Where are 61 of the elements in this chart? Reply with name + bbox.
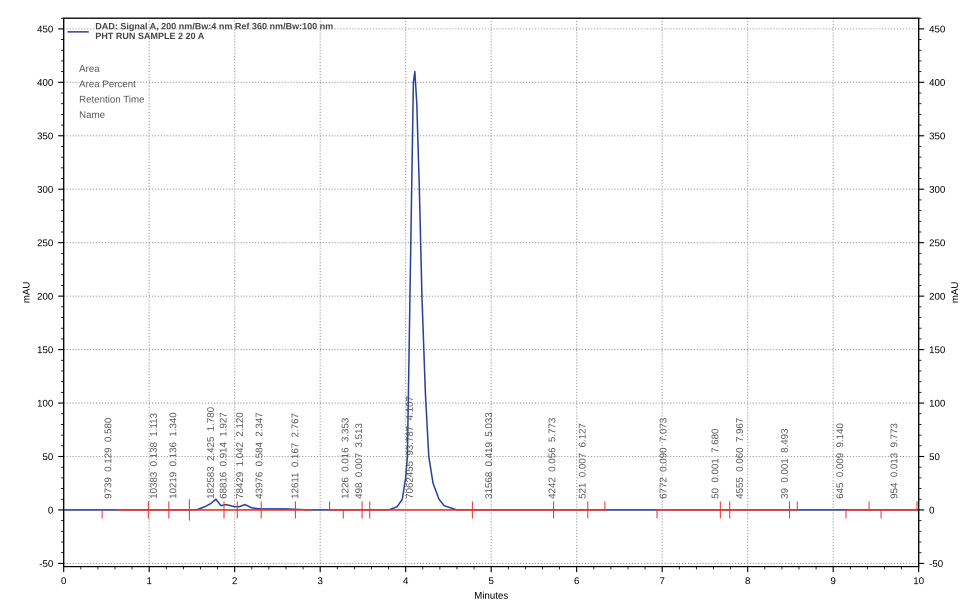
legend-label: DAD: Signal A, 200 nm/Bw:4 nm Ref 360 nm/Bw:100 nm PHT RUN SAMPLE 2 20 A xyxy=(96,22,333,40)
annotation: 10383 0.138 1.113 xyxy=(150,413,157,498)
annotation: 521 0.007 6.127 xyxy=(578,424,586,498)
y-tick-label: 300 xyxy=(37,186,53,193)
annotation: 7062455 93.787 4.107 xyxy=(406,396,413,498)
annotation: Area Percent xyxy=(79,80,136,88)
y-tick-label: 150 xyxy=(38,346,53,354)
y2-tick-label: 250 xyxy=(930,239,945,246)
y-tick-label: 250 xyxy=(38,239,53,246)
annotation: 182583 2.425 1.780 xyxy=(207,407,214,498)
y-tick-label: 350 xyxy=(37,132,53,140)
y2-tick-label: 0 xyxy=(929,506,934,514)
x-tick-label: 9 xyxy=(830,577,836,584)
annotation: 498 0.007 3.513 xyxy=(355,424,362,499)
y-tick-label: 0 xyxy=(48,506,53,514)
x-tick-label: 6 xyxy=(574,577,579,584)
annotation: 954 0.013 9.773 xyxy=(890,424,898,498)
x-tick-label: 2 xyxy=(232,577,237,584)
x-tick-label: 10 xyxy=(914,577,924,584)
y-tick-label: 200 xyxy=(38,292,53,300)
y2-tick-label: 50 xyxy=(929,453,940,460)
y-tick-label: -50 xyxy=(40,560,53,568)
annotation: 6772 0.090 7.073 xyxy=(660,418,667,498)
annotation: Retention Time xyxy=(80,96,144,103)
y-tick-label: 100 xyxy=(38,400,53,407)
annotation: 50 0.001 7.680 xyxy=(712,428,718,498)
x-tick-label: 4 xyxy=(403,577,408,584)
x-tick-label: 7 xyxy=(660,577,664,584)
y-axis-title: mAU xyxy=(22,282,30,303)
x-tick-label: 1 xyxy=(147,577,152,584)
annotation: 39 0.001 8.493 xyxy=(781,428,788,498)
y2-tick-label: -50 xyxy=(930,560,943,568)
annotation: 1226 0.016 3.353 xyxy=(342,418,348,498)
annotation: 4242 0.056 5.773 xyxy=(548,418,556,499)
annotation: Name xyxy=(80,111,105,118)
y2-tick-label: 450 xyxy=(929,26,945,32)
annotation: 78429 1.042 2.120 xyxy=(236,412,244,498)
y-tick-label: 450 xyxy=(37,26,53,32)
x-tick-label: 3 xyxy=(318,577,322,584)
annotation: 10219 0.136 1.340 xyxy=(169,412,176,498)
x-axis-title: Minutes xyxy=(474,592,508,599)
y-tick-label: 50 xyxy=(42,453,53,460)
y2-tick-label: 400 xyxy=(929,79,945,86)
annotation: 9739 0.129 0.580 xyxy=(104,418,112,498)
y2-axis-title: mAU xyxy=(951,282,958,303)
x-tick-label: 0 xyxy=(61,577,66,584)
annotation: 31568 0.419 5.033 xyxy=(485,412,492,498)
y2-tick-label: 300 xyxy=(929,186,945,193)
y2-tick-label: 350 xyxy=(929,132,945,140)
y2-tick-label: 100 xyxy=(930,400,945,407)
annotation: 4555 0.060 7.967 xyxy=(736,418,743,499)
annotation: 12611 0.167 2.767 xyxy=(291,414,298,498)
annotation: 43976 0.584 2.347 xyxy=(256,412,262,499)
x-tick-label: 8 xyxy=(745,577,750,584)
annotation: Area xyxy=(79,65,100,72)
annotation: 645 0.009 9.140 xyxy=(836,424,844,498)
y-tick-label: 400 xyxy=(37,79,53,86)
y2-tick-label: 150 xyxy=(930,346,945,354)
y2-tick-label: 200 xyxy=(930,292,945,300)
annotation: 68816 0.914 1.927 xyxy=(220,412,227,498)
x-tick-label: 5 xyxy=(488,577,494,584)
